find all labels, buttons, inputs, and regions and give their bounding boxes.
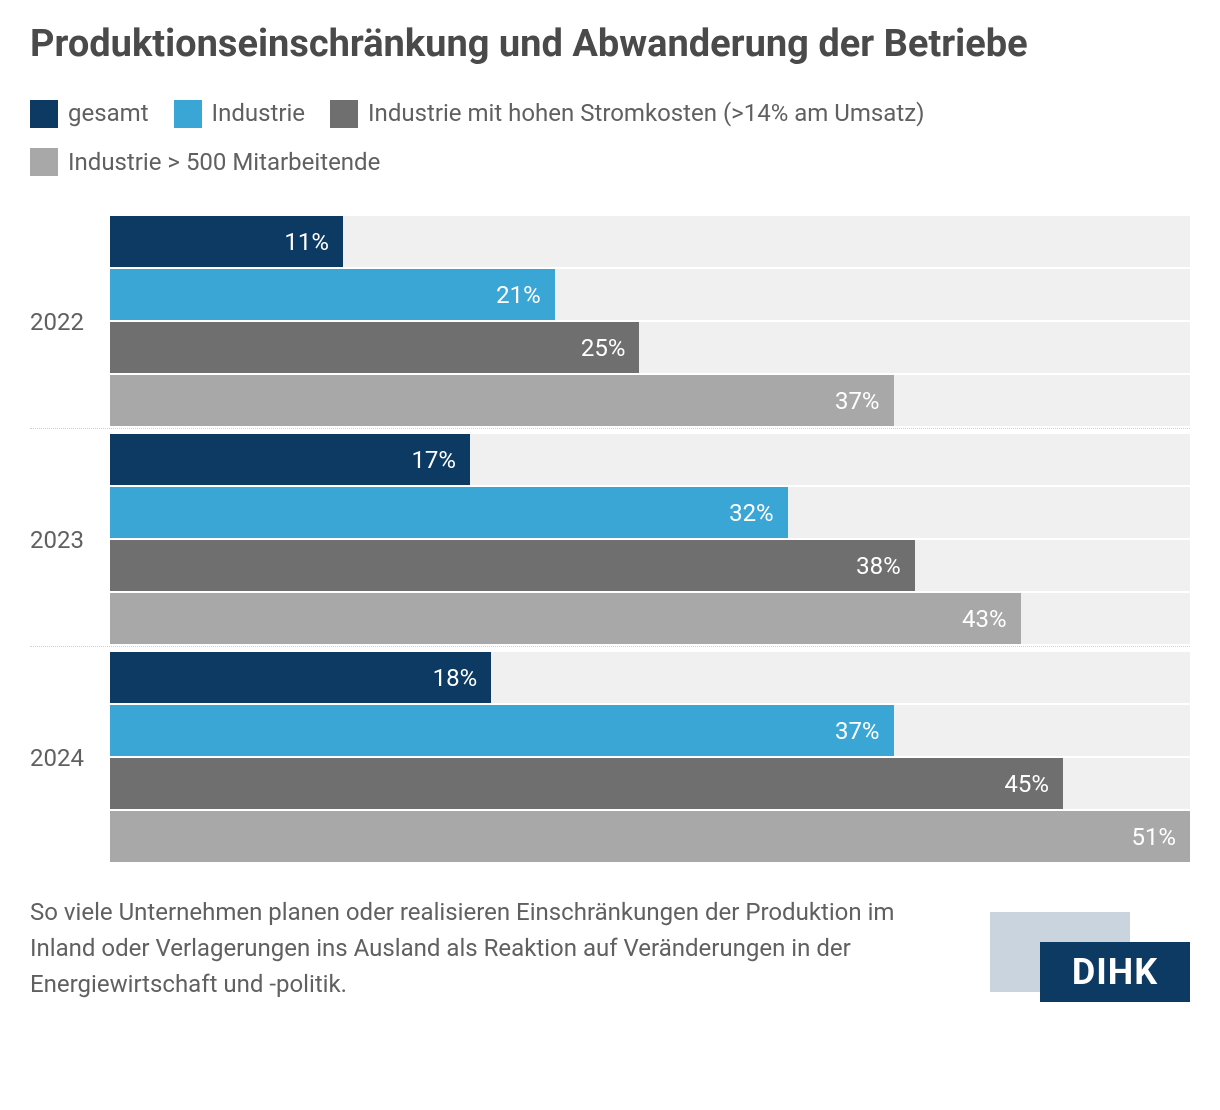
bar-fill: 37% (110, 705, 894, 756)
legend-swatch (30, 148, 58, 176)
bar-fill: 32% (110, 487, 788, 538)
legend-swatch (330, 100, 358, 128)
bar-track: 37% (110, 705, 1190, 756)
legend-label: gesamt (68, 94, 149, 132)
legend-swatch (174, 100, 202, 128)
bar-track: 38% (110, 540, 1190, 591)
bar-fill: 37% (110, 375, 894, 426)
bar-value-label: 37% (835, 717, 880, 745)
bar-track: 32% (110, 487, 1190, 538)
bar-value-label: 25% (581, 334, 626, 362)
bar-chart: 2022 11% 21% 25% 37% 2023 17% 32% 38% 43% 2024 18% 3… (30, 211, 1190, 864)
bar-fill: 51% (110, 811, 1190, 862)
bar-fill: 25% (110, 322, 639, 373)
bar-fill: 17% (110, 434, 470, 485)
bar-value-label: 43% (962, 605, 1007, 633)
bar-track: 18% (110, 652, 1190, 703)
bars-container: 18% 37% 45% 51% (110, 652, 1190, 864)
bar-fill: 18% (110, 652, 491, 703)
bar-fill: 21% (110, 269, 555, 320)
legend-item: Industrie (174, 94, 305, 132)
legend-label: Industrie > 500 Mitarbeitende (68, 143, 380, 181)
bar-value-label: 37% (835, 387, 880, 415)
bar-value-label: 11% (284, 228, 329, 256)
chart-caption: So viele Unternehmen planen oder realisi… (30, 894, 910, 1002)
bar-track: 25% (110, 322, 1190, 373)
bar-fill: 43% (110, 593, 1021, 644)
year-group: 2023 17% 32% 38% 43% (30, 428, 1190, 646)
bar-fill: 11% (110, 216, 343, 267)
legend-item: Industrie > 500 Mitarbeitende (30, 143, 380, 181)
dihk-logo: DIHK (990, 912, 1190, 1002)
bar-value-label: 32% (729, 499, 774, 527)
bar-track: 17% (110, 434, 1190, 485)
footer: So viele Unternehmen planen oder realisi… (30, 894, 1190, 1002)
bar-track: 43% (110, 593, 1190, 644)
year-group: 2022 11% 21% 25% 37% (30, 211, 1190, 428)
bar-value-label: 21% (496, 281, 541, 309)
bar-value-label: 38% (856, 552, 901, 580)
legend-item: gesamt (30, 94, 149, 132)
bar-value-label: 18% (433, 664, 478, 692)
year-label: 2022 (30, 308, 110, 336)
bar-value-label: 51% (1131, 823, 1176, 851)
year-group: 2024 18% 37% 45% 51% (30, 646, 1190, 864)
legend-item: Industrie mit hohen Stromkosten (>14% am… (330, 94, 924, 132)
bar-track: 45% (110, 758, 1190, 809)
legend-label: Industrie (212, 94, 305, 132)
legend-swatch (30, 100, 58, 128)
bar-track: 51% (110, 811, 1190, 862)
logo-fg-shape: DIHK (1040, 942, 1190, 1002)
legend-label: Industrie mit hohen Stromkosten (>14% am… (368, 94, 924, 132)
year-label: 2023 (30, 526, 110, 554)
bar-value-label: 45% (1004, 770, 1049, 798)
bar-track: 11% (110, 216, 1190, 267)
bars-container: 17% 32% 38% 43% (110, 434, 1190, 646)
bar-fill: 45% (110, 758, 1063, 809)
bar-track: 37% (110, 375, 1190, 426)
bars-container: 11% 21% 25% 37% (110, 216, 1190, 428)
legend: gesamt Industrie Industrie mit hohen Strom… (30, 94, 1190, 181)
bar-track: 21% (110, 269, 1190, 320)
bar-value-label: 17% (411, 446, 456, 474)
year-label: 2024 (30, 744, 110, 772)
bar-fill: 38% (110, 540, 915, 591)
chart-title: Produktionseinschränkung und Abwanderung… (30, 20, 1190, 69)
